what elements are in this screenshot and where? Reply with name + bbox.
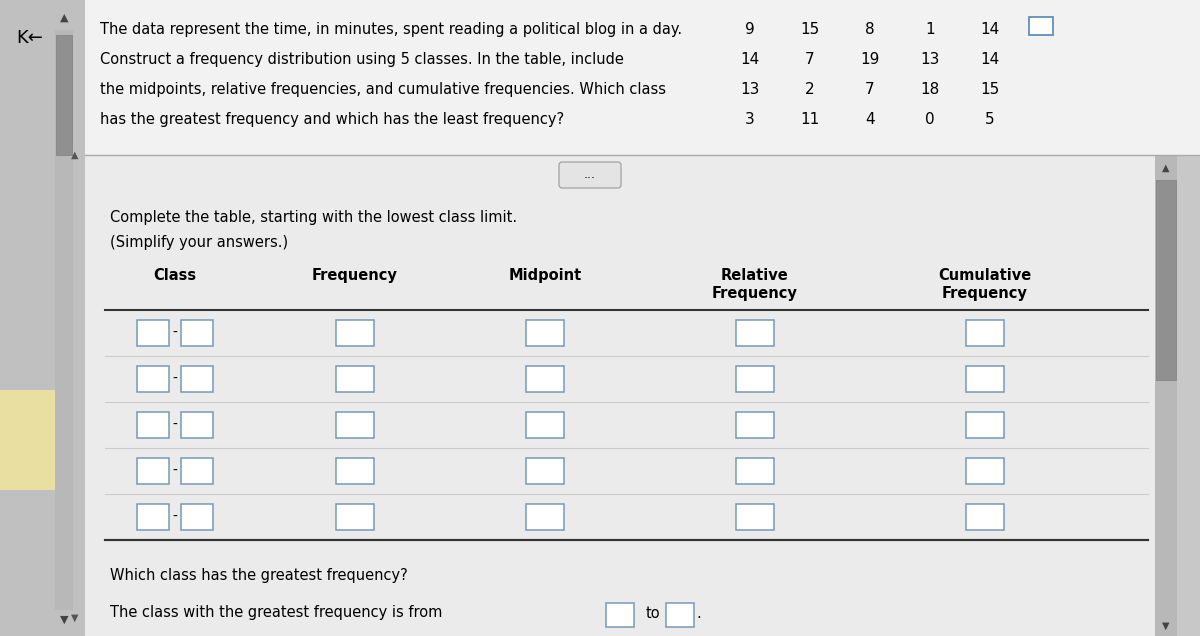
FancyBboxPatch shape — [336, 412, 374, 438]
Text: Cumulative: Cumulative — [938, 268, 1032, 283]
Text: Relative: Relative — [721, 268, 788, 283]
Bar — [0, 0, 85, 636]
FancyBboxPatch shape — [181, 504, 214, 530]
Bar — [55, 30, 73, 610]
Bar — [1154, 155, 1177, 636]
Text: ▲: ▲ — [60, 13, 68, 23]
FancyBboxPatch shape — [736, 504, 774, 530]
Text: .: . — [696, 606, 701, 621]
Text: Midpoint: Midpoint — [509, 268, 582, 283]
Text: 5: 5 — [985, 112, 995, 127]
Text: 3: 3 — [745, 112, 755, 127]
FancyBboxPatch shape — [137, 320, 169, 346]
Bar — [56, 35, 72, 155]
FancyBboxPatch shape — [181, 320, 214, 346]
FancyBboxPatch shape — [606, 603, 634, 627]
Text: 9: 9 — [745, 22, 755, 37]
FancyBboxPatch shape — [336, 504, 374, 530]
FancyBboxPatch shape — [736, 412, 774, 438]
Text: 13: 13 — [740, 82, 760, 97]
Text: 4: 4 — [865, 112, 875, 127]
Text: ▼: ▼ — [1163, 621, 1170, 631]
Text: 0: 0 — [925, 112, 935, 127]
FancyBboxPatch shape — [181, 366, 214, 392]
Text: ▲: ▲ — [71, 150, 79, 160]
FancyBboxPatch shape — [181, 412, 214, 438]
Text: 15: 15 — [980, 82, 1000, 97]
Text: Construct a frequency distribution using 5 classes. In the table, include: Construct a frequency distribution using… — [100, 52, 624, 67]
Text: 13: 13 — [920, 52, 940, 67]
FancyBboxPatch shape — [137, 412, 169, 438]
FancyBboxPatch shape — [526, 412, 564, 438]
Bar — [0, 390, 55, 490]
Text: 8: 8 — [865, 22, 875, 37]
Text: 19: 19 — [860, 52, 880, 67]
Text: the midpoints, relative frequencies, and cumulative frequencies. Which class: the midpoints, relative frequencies, and… — [100, 82, 666, 97]
Text: 14: 14 — [980, 22, 1000, 37]
Text: (Simplify your answers.): (Simplify your answers.) — [110, 235, 288, 250]
FancyBboxPatch shape — [736, 458, 774, 484]
Text: 18: 18 — [920, 82, 940, 97]
FancyBboxPatch shape — [137, 458, 169, 484]
FancyBboxPatch shape — [336, 458, 374, 484]
Text: ▲: ▲ — [1163, 163, 1170, 173]
Text: Frequency: Frequency — [312, 268, 398, 283]
FancyBboxPatch shape — [336, 366, 374, 392]
Text: -: - — [173, 510, 178, 524]
Text: ▼: ▼ — [60, 615, 68, 625]
FancyBboxPatch shape — [736, 366, 774, 392]
Text: to: to — [646, 606, 661, 621]
FancyBboxPatch shape — [526, 504, 564, 530]
Text: ...: ... — [584, 169, 596, 181]
FancyBboxPatch shape — [736, 320, 774, 346]
Text: 15: 15 — [800, 22, 820, 37]
Text: Class: Class — [154, 268, 197, 283]
Text: The class with the greatest frequency is from: The class with the greatest frequency is… — [110, 605, 443, 620]
Text: has the greatest frequency and which has the least frequency?: has the greatest frequency and which has… — [100, 112, 564, 127]
Text: -: - — [173, 326, 178, 340]
Bar — [85, 0, 1200, 155]
Text: 11: 11 — [800, 112, 820, 127]
Text: K←: K← — [17, 29, 43, 47]
Text: -: - — [173, 464, 178, 478]
Text: 14: 14 — [980, 52, 1000, 67]
FancyBboxPatch shape — [526, 458, 564, 484]
Bar — [1156, 180, 1176, 380]
Text: 1: 1 — [925, 22, 935, 37]
FancyBboxPatch shape — [966, 320, 1004, 346]
Text: Complete the table, starting with the lowest class limit.: Complete the table, starting with the lo… — [110, 210, 517, 225]
FancyBboxPatch shape — [526, 366, 564, 392]
FancyBboxPatch shape — [181, 458, 214, 484]
Text: -: - — [173, 372, 178, 386]
FancyBboxPatch shape — [966, 366, 1004, 392]
FancyBboxPatch shape — [137, 366, 169, 392]
FancyBboxPatch shape — [666, 603, 694, 627]
FancyBboxPatch shape — [1030, 17, 1054, 35]
FancyBboxPatch shape — [526, 320, 564, 346]
Text: 7: 7 — [805, 52, 815, 67]
Text: Frequency: Frequency — [712, 286, 798, 301]
Text: 14: 14 — [740, 52, 760, 67]
Text: Which class has the greatest frequency?: Which class has the greatest frequency? — [110, 568, 408, 583]
Text: -: - — [173, 418, 178, 432]
FancyBboxPatch shape — [966, 412, 1004, 438]
Text: ▼: ▼ — [71, 613, 79, 623]
FancyBboxPatch shape — [966, 504, 1004, 530]
FancyBboxPatch shape — [336, 320, 374, 346]
Text: 7: 7 — [865, 82, 875, 97]
FancyBboxPatch shape — [559, 162, 622, 188]
Text: The data represent the time, in minutes, spent reading a political blog in a day: The data represent the time, in minutes,… — [100, 22, 682, 37]
Text: 2: 2 — [805, 82, 815, 97]
Bar — [85, 155, 1165, 636]
FancyBboxPatch shape — [966, 458, 1004, 484]
FancyBboxPatch shape — [137, 504, 169, 530]
Text: Frequency: Frequency — [942, 286, 1028, 301]
